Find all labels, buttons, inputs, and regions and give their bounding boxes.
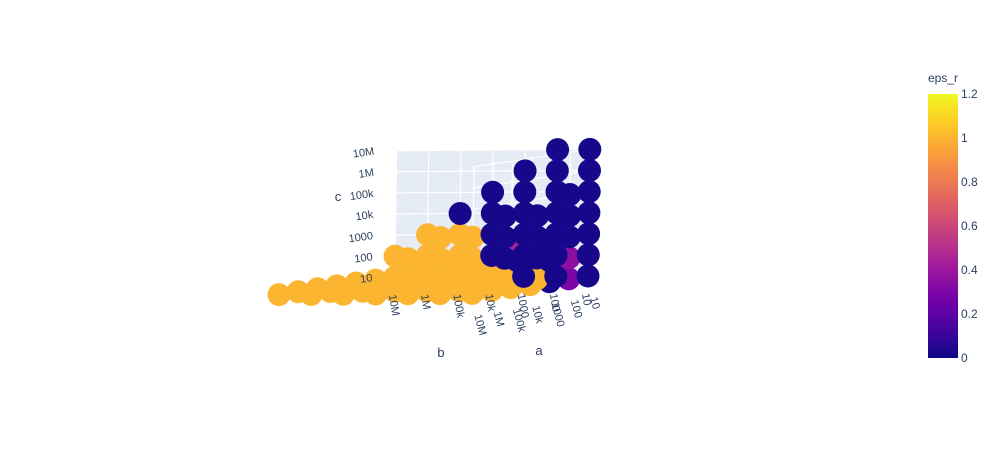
tick-label-c: 10k <box>355 209 375 223</box>
scatter-marker[interactable] <box>577 201 601 225</box>
scatter-marker[interactable] <box>480 201 504 225</box>
colorbar-tick-label: 0.2 <box>961 307 978 321</box>
scatter-marker[interactable] <box>479 265 503 289</box>
axis-titles: a b c <box>335 189 544 360</box>
scatter-marker[interactable] <box>325 274 349 298</box>
scatter-marker[interactable] <box>577 222 601 246</box>
colorbar-gradient <box>928 94 958 358</box>
scatter-marker[interactable] <box>415 244 439 268</box>
scatter-marker[interactable] <box>512 264 536 288</box>
scatter-marker[interactable] <box>576 243 600 267</box>
tick-label-b: 100k <box>450 293 466 319</box>
tick-label-a: 100 <box>568 299 584 320</box>
scatter-marker[interactable] <box>513 180 537 204</box>
tick-label-b: 10 <box>579 292 593 306</box>
tick-label-c: 1000 <box>348 230 374 245</box>
scatter-marker[interactable] <box>344 271 368 295</box>
scatter-marker[interactable] <box>512 222 536 246</box>
scatter-marker[interactable] <box>544 243 568 267</box>
tick-label-b: 10k <box>482 293 497 313</box>
scatter-marker[interactable] <box>286 280 310 304</box>
scatter-marker[interactable] <box>513 201 536 225</box>
tick-label-c: 100k <box>349 188 375 203</box>
colorbar-tick-label: 0 <box>961 351 968 365</box>
tick-label-b: 1000 <box>515 293 531 319</box>
scatter-marker[interactable] <box>480 244 504 267</box>
axis-title-a: a <box>535 343 543 358</box>
scatter-marker[interactable] <box>481 180 505 204</box>
scatter-marker[interactable] <box>545 180 569 204</box>
tick-label-b: 100 <box>547 293 562 313</box>
colorbar-tick-label: 0.4 <box>961 263 978 277</box>
scatter-marker[interactable] <box>545 159 569 183</box>
colorbar-title: eps_r <box>928 71 958 85</box>
tick-label-c: 1M <box>358 167 375 181</box>
colorbar-ticks: 0 0.2 0.4 0.6 0.8 1 1.2 <box>961 87 978 365</box>
scatter-marker[interactable] <box>267 283 291 307</box>
scatter-marker[interactable] <box>448 223 472 247</box>
colorbar-tick-label: 1.2 <box>961 87 978 101</box>
scatter-marker[interactable] <box>513 159 537 183</box>
tick-label-c: 100 <box>354 251 374 265</box>
tick-label-c: 10M <box>352 146 375 161</box>
colorbar-tick-label: 1 <box>961 131 968 145</box>
scatter-marker[interactable] <box>448 202 472 225</box>
gridline <box>473 148 590 168</box>
tick-label-a: 10k <box>529 304 545 325</box>
scatter-marker[interactable] <box>544 222 568 246</box>
tick-label-a: 10M <box>471 313 488 337</box>
colorbar: eps_r 0 0.2 0.4 0.6 0.8 1 1.2 <box>928 71 978 365</box>
tick-label-a: 1M <box>491 310 507 328</box>
scatter-marker[interactable] <box>383 244 407 268</box>
colorbar-tick-label: 0.6 <box>961 219 978 233</box>
scatter-marker[interactable] <box>578 159 601 182</box>
scatter-marker[interactable] <box>447 265 471 289</box>
scatter-marker[interactable] <box>544 264 568 288</box>
tick-label-b: 1M <box>418 293 432 310</box>
scatter-marker[interactable] <box>364 268 387 292</box>
tick-label-b: 10M <box>386 294 402 317</box>
scatter-marker[interactable] <box>546 138 570 162</box>
scatter-marker[interactable] <box>577 180 601 204</box>
tick-label-a: 10 <box>587 296 602 311</box>
scatter-marker[interactable] <box>545 201 569 225</box>
scatter-marker[interactable] <box>448 244 471 268</box>
axis-tick-labels: 10100100010k100k1M10M10100100010k100k1M1… <box>348 146 602 337</box>
scatter-marker[interactable] <box>578 137 602 161</box>
axis-title-b: b <box>437 345 444 360</box>
axis-title-c: c <box>335 189 342 204</box>
scatter-marker[interactable] <box>416 223 440 247</box>
scatter-marker[interactable] <box>306 277 330 301</box>
scatter-marker[interactable] <box>415 265 439 289</box>
tick-label-c: 10 <box>359 272 373 286</box>
scatter-marker[interactable] <box>576 264 600 288</box>
scatter-marker[interactable] <box>512 243 536 267</box>
scatter-marker[interactable] <box>480 222 504 246</box>
scatter-marker[interactable] <box>383 265 407 289</box>
colorbar-tick-label: 0.8 <box>961 175 978 189</box>
scene-3d[interactable]: 10100100010k100k1M10M10100100010k100k1M1… <box>267 137 602 360</box>
scatter-markers[interactable] <box>267 137 602 307</box>
